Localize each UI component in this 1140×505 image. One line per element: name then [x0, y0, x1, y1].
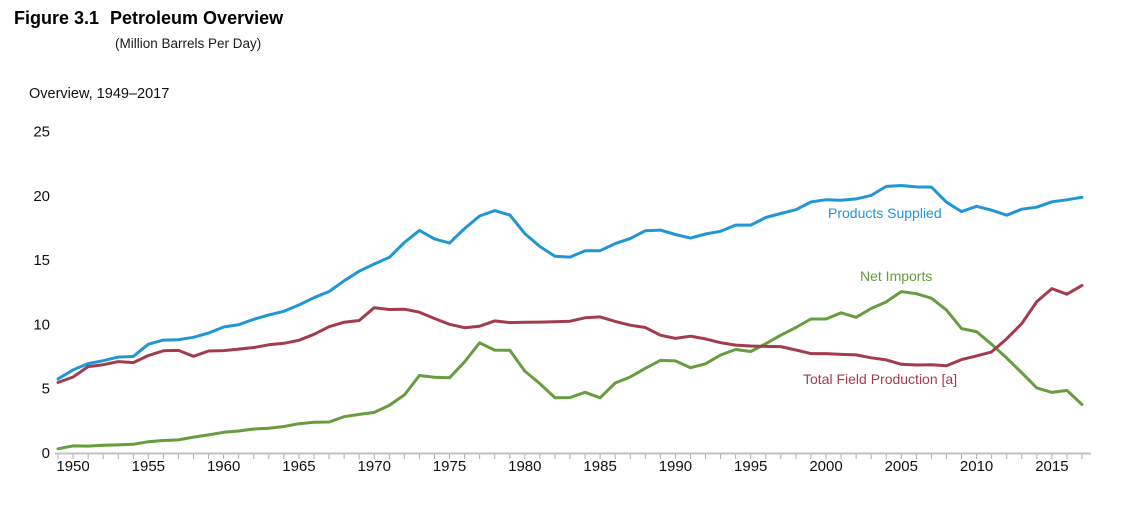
y-tick-label: 20: [33, 188, 50, 205]
x-tick-label: 1955: [132, 458, 165, 475]
y-tick-label: 5: [42, 381, 50, 398]
x-tick-label: 2000: [809, 458, 842, 475]
y-tick-label: 15: [33, 252, 50, 269]
series-label-products-supplied: Products Supplied: [828, 205, 942, 221]
figure-number: Figure 3.1: [14, 8, 100, 28]
y-tick-label: 25: [33, 124, 50, 141]
series-label-total-field-production: Total Field Production [a]: [803, 371, 958, 387]
series-layer: [56, 184, 1084, 451]
y-tick-label: 0: [42, 445, 50, 462]
x-tick-label: 1965: [282, 458, 315, 475]
figure-units-subtitle: (Million Barrels Per Day): [115, 36, 262, 51]
chart-section-label: Overview, 1949–2017: [29, 86, 170, 102]
x-tick-label: 1985: [583, 458, 616, 475]
series-line-total-field-production-a: [56, 283, 1084, 384]
x-tick-label: 2015: [1035, 458, 1068, 475]
x-tick-label: 1980: [508, 458, 541, 475]
x-tick-label: 1995: [734, 458, 767, 475]
series-line-net-imports: [56, 290, 1084, 451]
x-tick-label: 1970: [358, 458, 391, 475]
x-tick-label: 1960: [207, 458, 240, 475]
figure-name: Petroleum Overview: [110, 8, 284, 28]
y-tick-label: 10: [33, 316, 50, 333]
figure-title: Figure 3.1 Petroleum Overview: [14, 8, 283, 29]
x-tick-label: 1975: [433, 458, 466, 475]
x-tick-label: 1990: [659, 458, 692, 475]
series-label-net-imports: Net Imports: [860, 268, 933, 284]
x-tick-label: 2005: [885, 458, 918, 475]
series-line-products-supplied: [56, 184, 1084, 381]
x-tick-label: 2010: [960, 458, 993, 475]
axis-layer: 1950 1955 1960 1965 1970 1975 1980 1985 1990 1995…: [33, 124, 1091, 475]
x-tick-label: 1950: [56, 458, 89, 475]
